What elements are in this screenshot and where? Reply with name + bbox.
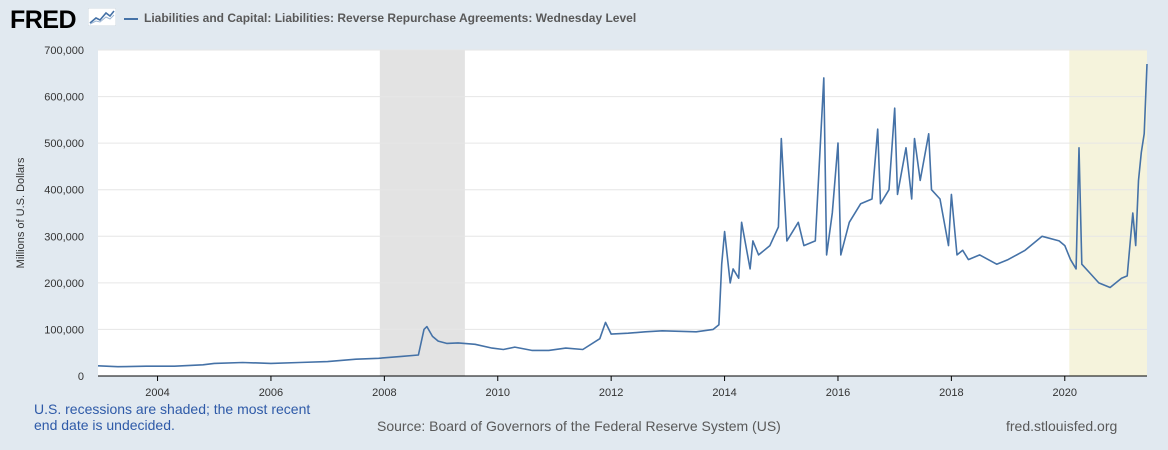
site-link[interactable]: fred.stlouisfed.org (1006, 418, 1118, 434)
axis-layer: 0 100,000 200,000 300,000 400,000 500,000 600,… (44, 45, 1147, 399)
recession-band-2 (1069, 50, 1147, 376)
x-tick-label: 2006 (259, 387, 283, 399)
grid-layer (98, 49, 1147, 330)
chart-header: FRED Liabilities and Capital: Liabilitie… (0, 0, 1168, 40)
x-tick-label: 2020 (1053, 387, 1077, 399)
source-text: Source: Board of Governors of the Federa… (377, 418, 781, 434)
x-tick-label: 2014 (712, 387, 736, 399)
y-tick-label: 700,000 (44, 45, 84, 57)
y-tick-label: 400,000 (44, 185, 84, 197)
recession-band-1 (379, 50, 465, 376)
x-tick-label: 2018 (939, 387, 963, 399)
y-tick-label: 300,000 (44, 231, 84, 243)
fred-logo[interactable]: FRED (10, 6, 77, 34)
y-tick-label: 200,000 (44, 278, 84, 290)
recession-shading-layer (379, 50, 1147, 376)
x-tick-label: 2010 (486, 387, 510, 399)
y-tick-label: 100,000 (44, 324, 84, 336)
legend-label: Liabilities and Capital: Liabilities: Re… (144, 11, 637, 25)
legend-line-swatch (124, 18, 138, 20)
recession-note: U.S. recessions are shaded; the most rec… (34, 401, 311, 433)
x-tick-label: 2016 (826, 387, 850, 399)
plot-area (98, 50, 1147, 376)
y-tick-label: 0 (78, 371, 84, 383)
fred-logo-chart-icon (88, 8, 116, 26)
x-tick-label: 2008 (372, 387, 396, 399)
y-axis-title: Millions of U.S. Dollars (15, 157, 27, 268)
y-tick-label: 600,000 (44, 92, 84, 104)
series-layer (97, 63, 1148, 368)
x-tick-label: 2004 (145, 387, 169, 399)
series-line-1[interactable] (97, 63, 1148, 368)
x-tick-label: 2012 (599, 387, 623, 399)
y-tick-label: 500,000 (44, 138, 84, 150)
